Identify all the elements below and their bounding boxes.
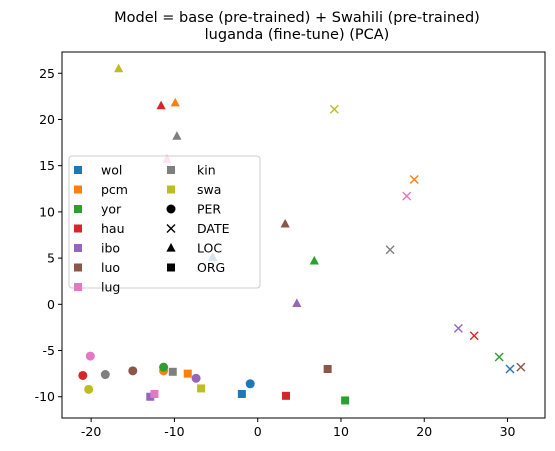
legend-label-loc: LOC [197,241,222,256]
data-point-luo-loc [280,218,290,228]
data-point-ibo-per [191,373,201,383]
y-tick-label: 0 [47,297,55,312]
data-point-swa-loc [114,63,124,73]
data-point-hau-date [469,331,479,341]
data-point-swa-per [84,384,94,394]
legend-marker-loc [166,243,176,252]
legend-label-swa: swa [197,182,221,197]
data-point-yor-loc [309,255,319,265]
data-point-yor-date [494,352,504,362]
data-point-ibo-date [453,323,463,333]
plot-area-frame [61,51,546,419]
legend-marker-lug [74,283,82,291]
legend-label-luo: luo [101,260,120,275]
data-point-ibo-loc [292,298,302,307]
data-point-lug-org [150,389,159,398]
legend-label-wol: wol [101,163,122,178]
data-point-ibo-org [146,392,155,401]
legend-label-pcm: pcm [101,182,128,197]
data-point-hau-org [282,391,291,400]
chart-title: Model = base (pre-trained) + Swahili (pr… [114,10,480,26]
y-tick-label: 15 [39,158,55,173]
legend-label-org: ORG [197,260,225,275]
y-tick-label: -10 [35,389,55,404]
data-point-kin-org [168,367,177,376]
legend-marker-wol [74,166,82,174]
data-point-lug-date [402,191,412,201]
data-point-yor-per [159,362,169,372]
data-point-yor-org [341,396,350,405]
y-tick-label: 5 [47,251,55,266]
legend: wol pcm yor hau ibo luo lug kin swa PER DATE LOC ORG [68,155,261,295]
legend-marker-per [166,204,176,214]
data-point-kin-per [100,370,110,380]
legend-label-hau: hau [101,221,125,236]
y-tick-label: -5 [43,343,55,358]
data-point-luo-per [128,366,138,376]
legend-marker-org [167,263,175,272]
legend-marker-ibo [74,244,82,252]
data-point-swa-org [197,384,206,393]
y-tick-label: 10 [39,204,55,219]
data-point-pcm-loc [170,97,180,107]
y-tick-label: 25 [39,66,55,81]
legend-label-yor: yor [101,202,122,217]
legend-marker-yor [74,205,82,213]
chart-subtitle: luganda (fine-tune) (PCA) [205,27,390,43]
legend-marker-luo [74,263,82,272]
axis-ticks: -20 -10 0 10 20 30 -10 -5 0 5 10 15 20 25 [35,66,516,439]
data-point-luo-date [516,362,526,372]
data-point-kin-loc [172,131,182,140]
x-tick-label: 0 [254,424,262,439]
x-tick-label: -10 [164,424,184,439]
data-point-kin-date [385,245,395,255]
legend-marker-kin [167,166,175,174]
x-tick-label: 10 [333,424,349,439]
legend-box [68,155,261,289]
legend-label-per: PER [197,202,221,217]
legend-label-date: DATE [197,221,230,236]
x-tick-label: 20 [416,424,432,439]
legend-marker-date [166,224,176,233]
data-point-hau-per [78,370,88,380]
data-point-pcm-date [409,175,419,185]
data-point-wol-org [237,389,246,398]
data-point-wol-per [245,379,255,389]
y-tick-label: 20 [39,112,55,127]
legend-label-kin: kin [197,163,216,178]
data-point-hau-loc [156,100,166,110]
data-point-pcm-org [183,369,192,378]
data-point-luo-org [323,365,332,374]
x-tick-label: -20 [81,424,101,439]
x-tick-label: 30 [500,424,516,439]
data-point-wol-date [505,364,515,374]
data-point-swa-date [329,104,339,114]
data-point-lug-per [85,351,95,361]
legend-label-lug: lug [101,280,120,295]
legend-marker-hau [74,224,82,233]
legend-marker-swa [167,185,175,194]
legend-label-ibo: ibo [101,241,120,256]
legend-marker-pcm [74,185,82,194]
